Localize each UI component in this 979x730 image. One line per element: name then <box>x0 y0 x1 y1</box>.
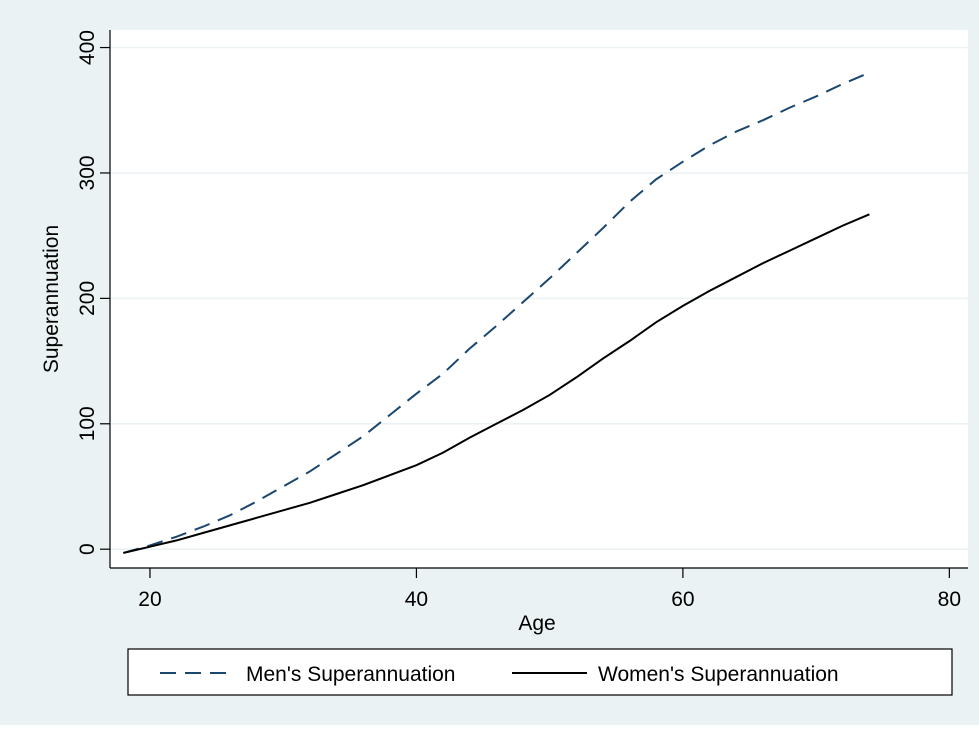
line-series <box>123 71 870 554</box>
legend-label: Men's Superannuation <box>246 663 456 686</box>
x-axis-title: Age <box>518 612 555 635</box>
legend-box <box>127 648 953 696</box>
y-tick-label: 200 <box>76 281 99 316</box>
y-tick-label: 0 <box>76 543 99 555</box>
line-series <box>123 213 870 554</box>
x-tick-label: 60 <box>671 588 694 611</box>
y-tick-label: 400 <box>76 30 99 65</box>
y-axis-title: Superannuation <box>40 225 63 373</box>
y-tick-label: 300 <box>76 155 99 190</box>
y-tick-label: 100 <box>76 406 99 441</box>
x-tick-label: 80 <box>938 588 961 611</box>
legend-label: Women's Superannuation <box>598 663 839 686</box>
x-tick-label: 40 <box>405 588 428 611</box>
x-tick-label: 20 <box>138 588 161 611</box>
